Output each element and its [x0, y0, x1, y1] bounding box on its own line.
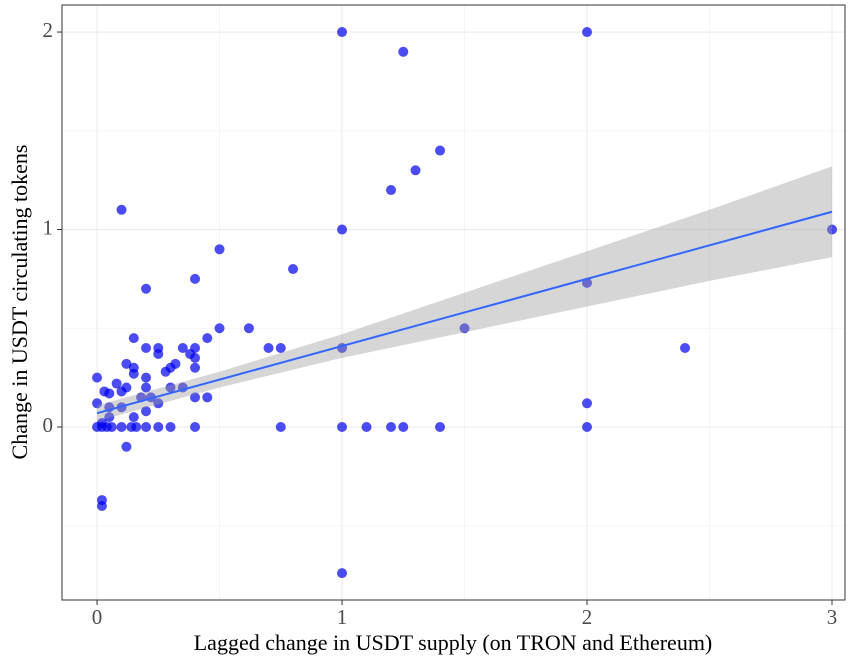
point: [128, 368, 139, 379]
point: [190, 362, 201, 373]
point: [165, 422, 176, 433]
point: [386, 185, 397, 196]
point: [96, 501, 107, 512]
point: [680, 343, 691, 354]
point: [190, 352, 201, 363]
y-axis-label: Change in USDT circulating tokens: [7, 145, 32, 460]
point: [582, 27, 593, 38]
point: [131, 422, 142, 433]
point: [190, 392, 201, 403]
point: [435, 422, 446, 433]
point: [104, 388, 115, 399]
point: [121, 441, 132, 452]
point: [263, 343, 274, 354]
regression-line: [96, 210, 833, 415]
point: [116, 204, 127, 215]
point: [104, 412, 115, 423]
point: [92, 398, 103, 409]
point: [141, 283, 152, 294]
point: [337, 27, 348, 38]
x-tick-label: 0: [92, 605, 103, 629]
x-tick-label: 1: [337, 605, 348, 629]
point: [288, 264, 299, 275]
point: [214, 244, 225, 255]
point: [141, 406, 152, 417]
point: [128, 412, 139, 423]
point: [275, 343, 286, 354]
x-tick-label: 2: [582, 605, 593, 629]
point: [141, 343, 152, 354]
point: [582, 422, 593, 433]
point: [106, 422, 117, 433]
y-tick-label: 0: [43, 413, 54, 437]
point: [153, 422, 164, 433]
point: [361, 422, 372, 433]
panel-border: [61, 4, 846, 601]
point: [337, 224, 348, 235]
point: [190, 422, 201, 433]
y-tick-label: 2: [43, 18, 54, 42]
point: [153, 348, 164, 359]
point: [398, 422, 409, 433]
point: [275, 422, 286, 433]
point: [435, 145, 446, 156]
point: [121, 358, 132, 369]
point: [160, 366, 171, 377]
point: [202, 392, 213, 403]
point: [243, 323, 254, 334]
point: [582, 398, 593, 409]
point: [177, 343, 188, 354]
point: [141, 372, 152, 383]
point: [141, 422, 152, 433]
point: [116, 422, 127, 433]
point: [459, 323, 470, 334]
point: [153, 398, 164, 409]
point: [214, 323, 225, 334]
point: [116, 386, 127, 397]
point: [92, 372, 103, 383]
point: [827, 224, 838, 235]
y-tick-label: 1: [43, 215, 54, 239]
point: [410, 165, 421, 176]
x-tick-label: 3: [827, 605, 838, 629]
point: [398, 46, 409, 57]
confidence-band: [97, 166, 833, 422]
x-axis-label: Lagged change in USDT supply (on TRON an…: [194, 630, 713, 655]
point: [386, 422, 397, 433]
point: [190, 273, 201, 284]
point: [202, 333, 213, 344]
point: [111, 378, 122, 389]
point: [337, 568, 348, 579]
point: [128, 333, 139, 344]
point: [337, 422, 348, 433]
point: [165, 382, 176, 393]
point: [141, 382, 152, 393]
